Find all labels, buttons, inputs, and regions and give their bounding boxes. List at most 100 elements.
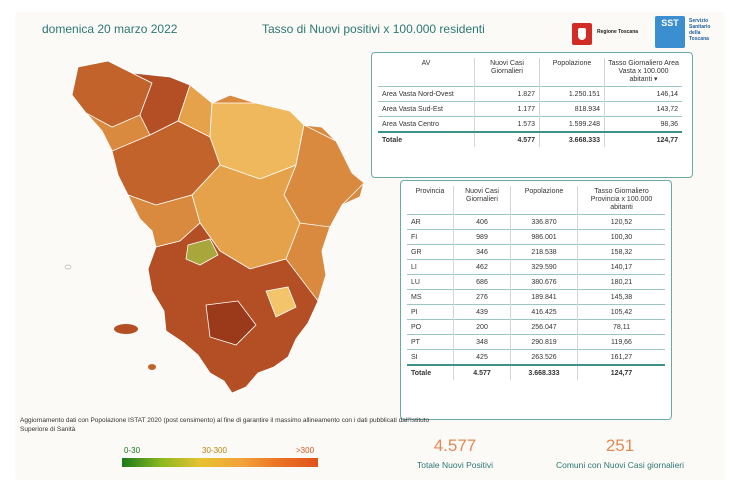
cases-header: Nuovi Casi Giornalieri [453, 186, 511, 215]
table-cell: 158,32 [577, 244, 665, 260]
kpi-total-label: Totale Nuovi Positivi [416, 460, 494, 470]
table-row: Area Vasta Nord-Ovest 1.827 1.250.151 146,1… [378, 86, 682, 102]
table-cell: PT [407, 334, 454, 350]
table-row: LI 462 329.590 140,17 [407, 259, 665, 275]
table-cell: 462 [453, 259, 511, 275]
regione-toscana-logo: Regione Toscana [570, 17, 642, 49]
table-cell: 1.250.151 [539, 86, 605, 102]
pegasus-icon [572, 23, 592, 45]
table-cell: GR [407, 244, 454, 260]
sst-logo: SST Servizio Sanitario della Toscana [655, 16, 721, 50]
legend-low: 0-30 [124, 446, 141, 455]
table-row: Area Vasta Sud-Est 1.177 818.934 143,72 [378, 101, 682, 117]
total-row: Totale 4.577 3.668.333 124,77 [378, 131, 682, 147]
table-cell: 98,36 [604, 116, 682, 132]
kpi-total-value: 4.577 [433, 436, 477, 455]
table-cell: 4.577 [474, 131, 540, 147]
av-header: AV [421, 60, 431, 67]
table-cell: SI [407, 349, 454, 365]
table-row: Area Vasta Centro 1.573 1.599.248 98,36 [378, 116, 682, 132]
table-row: PI 439 416.425 105,42 [407, 304, 665, 320]
legend-labels: 0-30 30-300 >300 [122, 446, 322, 456]
table-cell: 986.001 [510, 229, 578, 245]
table-cell: LU [407, 274, 454, 290]
table-cell: 100,30 [577, 229, 665, 245]
sst-mark: SST [655, 16, 685, 48]
table-row: PO 200 256.047 78,11 [407, 319, 665, 335]
table-cell: Area Vasta Sud-Est [378, 101, 475, 117]
tuscany-map[interactable] [60, 55, 380, 405]
table-row: MS 276 189.841 145,38 [407, 289, 665, 305]
table-row: GR 346 218.538 158,32 [407, 244, 665, 260]
map-zone-green [185, 238, 219, 266]
map-zone-light [265, 286, 297, 318]
table-cell: 146,14 [604, 86, 682, 102]
cases-header: Nuovi Casi Giornalieri [474, 58, 540, 87]
table-row: SI 425 263.526 161,27 [407, 349, 665, 365]
map-zone-dark [205, 300, 257, 346]
table-cell: 161,27 [577, 349, 665, 365]
table-cell: 218.538 [510, 244, 578, 260]
table-cell: 140,17 [577, 259, 665, 275]
table-cell: 439 [453, 304, 511, 320]
table-cell: 989 [453, 229, 511, 245]
table-cell: 145,38 [577, 289, 665, 305]
area-vasta-table: AV Nuovi Casi Giornalieri Popolazione Ta… [371, 52, 693, 178]
table-row: FI 989 986.001 100,30 [407, 229, 665, 245]
table-cell: 276 [453, 289, 511, 305]
table-cell: 189.841 [510, 289, 578, 305]
population-header: Popolazione [510, 186, 578, 215]
table-cell: 416.425 [510, 304, 578, 320]
table-cell: 180,21 [577, 274, 665, 290]
table-cell: 336.870 [510, 214, 578, 230]
table-cell: 380.676 [510, 274, 578, 290]
table-cell: 124,77 [604, 131, 682, 147]
table-cell: MS [407, 289, 454, 305]
table-row: PT 348 290.819 119,66 [407, 334, 665, 350]
total-row: Totale 4.577 3.668.333 124,77 [407, 364, 665, 380]
kpi-comuni-value: 251 [605, 436, 635, 455]
table-cell: 105,42 [577, 304, 665, 320]
table-cell: 120,52 [577, 214, 665, 230]
table-cell: 143,72 [604, 101, 682, 117]
update-note: Aggiornamento dati con Popolazione ISTAT… [20, 417, 430, 433]
island-elba [114, 324, 138, 334]
kpi-comuni: 251 Comuni con Nuovi Casi giornalieri [540, 436, 700, 470]
table-cell: 1.827 [474, 86, 540, 102]
table-row: AR 406 336.870 120,52 [407, 214, 665, 230]
rate-header[interactable]: Tasso Giornaliero Area Vasta x 100.000 a… [604, 58, 682, 87]
population-header: Popolazione [539, 58, 605, 87]
table-cell: PI [407, 304, 454, 320]
legend-color-bar [122, 458, 318, 467]
table-cell: Area Vasta Nord-Ovest [378, 86, 475, 102]
rate-header: Tasso Giornaliero Provincia x 100.000 ab… [577, 186, 665, 215]
table-cell: Area Vasta Centro [378, 116, 475, 132]
kpi-comuni-label: Comuni con Nuovi Casi giornalieri [555, 460, 685, 470]
table-cell: 406 [453, 214, 511, 230]
table-cell: 329.590 [510, 259, 578, 275]
table-cell: 4.577 [453, 364, 511, 380]
table-cell: 200 [453, 319, 511, 335]
table-cell: 348 [453, 334, 511, 350]
table-cell: 425 [453, 349, 511, 365]
island-capraia [64, 264, 72, 270]
table-cell: 290.819 [510, 334, 578, 350]
table-cell: 818.934 [539, 101, 605, 117]
table-cell: Totale [378, 131, 475, 147]
table-cell: Totale [407, 364, 454, 380]
table-cell: 346 [453, 244, 511, 260]
legend-mid: 30-300 [202, 446, 227, 455]
table-cell: LI [407, 259, 454, 275]
table-cell: 686 [453, 274, 511, 290]
table-cell: 256.047 [510, 319, 578, 335]
province-header: Provincia [415, 188, 445, 195]
table-cell: 124,77 [577, 364, 665, 380]
table-cell: PO [407, 319, 454, 335]
table-cell: 1.177 [474, 101, 540, 117]
table-cell: FI [407, 229, 454, 245]
report-date: domenica 20 marzo 2022 [42, 22, 178, 36]
table-cell: AR [407, 214, 454, 230]
legend-high: >300 [296, 446, 315, 455]
table-row: LU 686 380.676 180,21 [407, 274, 665, 290]
province-table: Provincia Nuovi Casi Giornalieri Popolaz… [400, 180, 672, 420]
